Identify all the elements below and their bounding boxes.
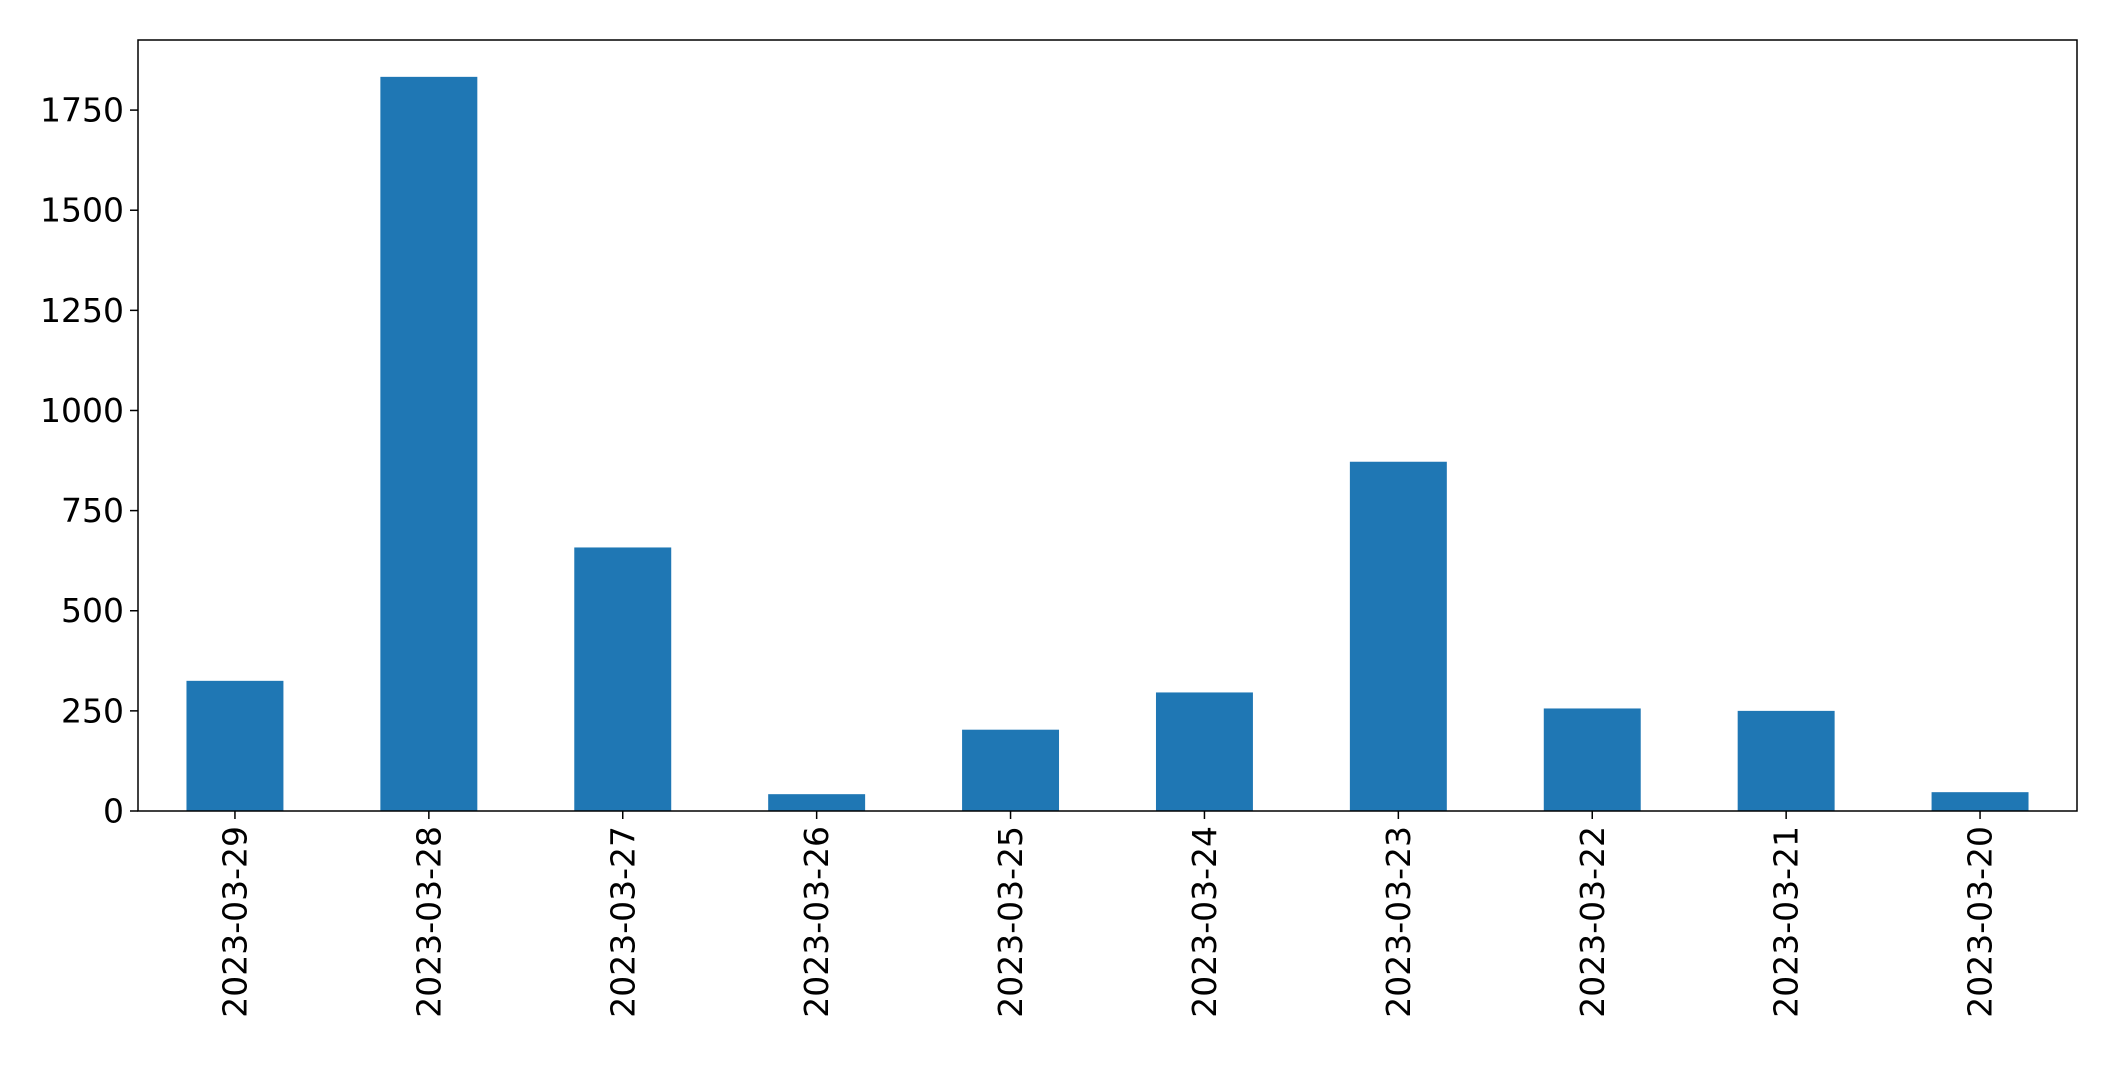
x-axis-ticks: 2023-03-29 2023-03-28 2023-03-27 2023-03-26… [215, 811, 2000, 1018]
bar-2023-03-28 [380, 76, 478, 812]
x-tick-label: 2023-03-21 [1767, 826, 1806, 1018]
x-tick-label: 2023-03-26 [797, 826, 836, 1018]
y-tick-label: 500 [61, 591, 124, 630]
y-tick-label: 1500 [40, 191, 124, 230]
x-tick-label: 2023-03-20 [1961, 826, 2000, 1018]
x-tick-label: 2023-03-22 [1573, 826, 1612, 1018]
x-tick-label: 2023-03-28 [409, 826, 448, 1018]
bar-2023-03-27 [574, 547, 672, 811]
bar-2023-03-21 [1737, 710, 1835, 811]
x-tick-label: 2023-03-27 [603, 826, 642, 1018]
x-tick-label: 2023-03-25 [991, 826, 1030, 1018]
y-tick-label: 1750 [40, 91, 124, 130]
x-tick-label: 2023-03-24 [1185, 826, 1224, 1018]
y-tick-label: 0 [103, 792, 124, 831]
x-tick-label: 2023-03-23 [1379, 826, 1418, 1018]
bar-2023-03-23 [1349, 461, 1447, 811]
y-axis-ticks: 0 250 500 750 1000 1250 1500 1750 [40, 91, 138, 831]
plot-frame [137, 39, 2078, 812]
y-tick-label: 1250 [40, 291, 124, 330]
y-tick-label: 250 [61, 691, 124, 730]
bar-2023-03-25 [962, 729, 1060, 811]
bars-group [186, 76, 2029, 812]
bar-2023-03-24 [1155, 692, 1253, 811]
bar-2023-03-20 [1931, 792, 2029, 811]
x-tick-label: 2023-03-29 [215, 826, 254, 1018]
bar-2023-03-22 [1543, 708, 1641, 811]
y-tick-label: 750 [61, 491, 124, 530]
bar-2023-03-29 [186, 680, 284, 811]
y-tick-label: 1000 [40, 391, 124, 430]
bar-2023-03-26 [768, 794, 866, 811]
